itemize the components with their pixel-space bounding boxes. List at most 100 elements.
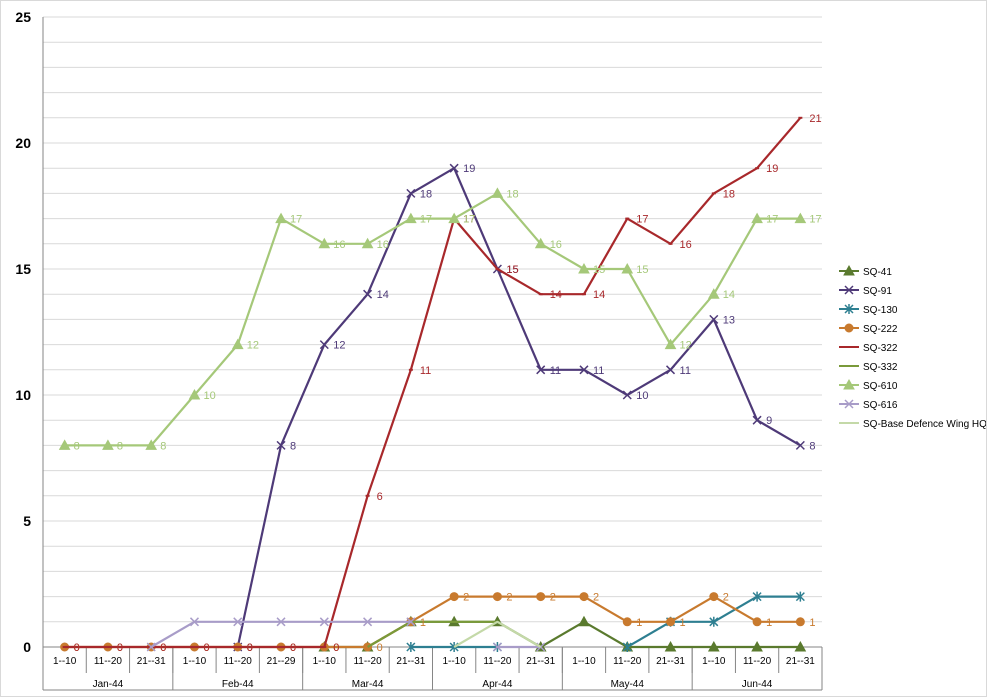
point-marker [406,188,416,198]
x-tick-label: 11--20 [743,656,772,667]
data-label: 14 [377,289,389,301]
point-marker [579,365,589,375]
x-tick-label: 21--31 [656,656,685,667]
data-label: 21 [809,113,821,125]
series-line [324,620,801,649]
data-label: 11 [680,365,691,377]
data-label: 8 [74,440,80,452]
point-marker [844,399,854,409]
series-sq-91 [233,163,805,652]
series-line [64,117,802,649]
legend-entry-label: SQ-91 [863,286,892,297]
data-label: 17 [766,214,778,226]
y-tick-label: 0 [23,639,31,655]
legend-entry-label: SQ-322 [863,343,898,354]
point-marker [844,323,854,333]
x-tick-label: 11--20 [483,656,512,667]
data-label: 0 [160,642,166,654]
x-tick-label: 21--31 [396,656,425,667]
data-label: 12 [247,340,259,352]
series-line [367,620,498,648]
point-marker [491,187,504,198]
point-marker [449,163,459,173]
data-label: 0 [117,642,123,654]
x-group-label: Apr-44 [482,679,512,690]
data-label: 0 [74,642,80,654]
data-label: 1 [766,617,772,629]
x-group-label: Mar-44 [352,679,384,690]
series-sq-616 [146,617,546,652]
point-marker [231,338,244,350]
gridlines [43,16,822,623]
point-marker [275,212,287,224]
legend-entry-label: SQ-222 [863,324,898,335]
data-label: 13 [723,314,735,326]
data-label: 1 [420,617,426,629]
point-marker [843,378,855,390]
x-tick-label: 11--20 [224,656,253,667]
point-marker [492,642,502,652]
data-label: 0 [377,642,383,654]
point-marker [795,617,805,627]
point-marker [709,616,719,627]
point-marker [622,617,632,627]
legend-entry-label: SQ-130 [863,305,898,316]
series-lines [58,116,807,652]
data-label: 18 [723,188,735,200]
point-marker [188,388,201,400]
data-label: 18 [506,188,518,200]
point-marker [795,440,805,450]
x-group-label: Jun-44 [742,679,773,690]
series-line [64,192,801,447]
x-tick-label: 21--31 [526,656,555,667]
data-label: 16 [377,239,389,251]
series-sq-base-defence-wing-hq [453,620,542,648]
data-label: 6 [377,491,383,503]
data-label: 8 [160,440,166,452]
point-marker [707,640,720,652]
legend-entry-label: SQ-616 [863,400,898,411]
point-marker [622,390,632,400]
data-label: 14 [550,289,562,301]
point-marker [318,237,331,249]
point-marker [621,262,634,274]
point-marker [233,617,243,627]
x-tick-label: 1--10 [702,656,726,667]
point-marker [622,642,632,652]
point-marker [58,439,71,450]
point-marker [579,592,589,602]
point-marker [536,592,546,602]
x-tick-label: 11--20 [94,656,123,667]
legend-entry-label: SQ-332 [863,362,898,373]
legend: SQ-41 SQ-91 SQ-130 SQ-222 SQ-322 SQ-332 SQ-610… [839,264,986,430]
data-label: 2 [550,592,556,604]
x-tick-label: 21--31 [137,656,166,667]
series-sq-322 [62,116,803,649]
point-marker [795,591,805,602]
point-marker [709,314,719,324]
point-marker [578,615,590,627]
point-marker [146,642,156,652]
x-group-label: May-44 [611,679,645,690]
point-marker [405,212,417,224]
data-label: 14 [723,289,735,301]
data-label: 15 [636,264,648,276]
data-label: 17 [463,214,475,226]
data-label: 19 [463,163,475,175]
point-marker [319,617,329,627]
point-marker [664,338,677,350]
legend-entry-label: SQ-41 [863,267,892,278]
data-label: 10 [203,390,215,402]
data-label: 11 [593,365,604,377]
point-marker [794,212,807,224]
data-label: 9 [766,415,772,427]
x-group-label: Jan-44 [93,679,124,690]
point-marker [102,439,114,450]
data-label: 2 [593,592,599,604]
data-label: 2 [506,592,512,604]
point-marker [751,212,763,224]
